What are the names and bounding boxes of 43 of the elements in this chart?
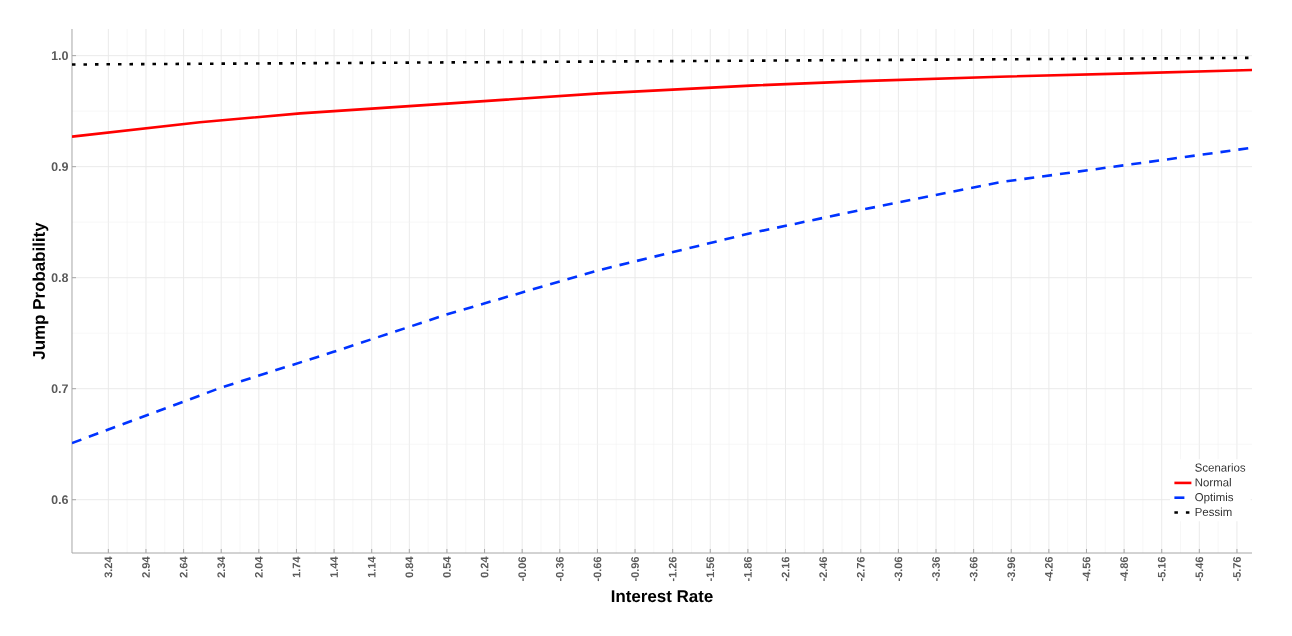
x-tick-label: -1.86 bbox=[744, 556, 752, 582]
x-tick-label: 2.64 bbox=[179, 556, 188, 578]
x-tick-label: 1.44 bbox=[330, 556, 338, 578]
x-tick-label: -0.96 bbox=[631, 556, 639, 582]
x-tick-label: -3.36 bbox=[932, 556, 940, 582]
x-tick-label: -0.06 bbox=[518, 556, 527, 582]
x-tick-label: 1.14 bbox=[367, 556, 376, 578]
x-tick-label: -3.96 bbox=[1007, 556, 1016, 582]
x-tick-label: -0.36 bbox=[555, 556, 564, 582]
x-tick-label: -3.66 bbox=[969, 556, 978, 582]
x-tick-label: -2.46 bbox=[819, 556, 828, 582]
x-tick-label: 2.94 bbox=[142, 556, 150, 578]
y-tick-label: 0.9 bbox=[51, 162, 69, 172]
y-tick-label: 0.6 bbox=[51, 495, 69, 505]
line-series bbox=[71, 68, 1253, 138]
legend-label: Normal bbox=[1195, 478, 1231, 487]
x-tick-label: -0.66 bbox=[593, 556, 602, 582]
x-tick-label: 0.84 bbox=[405, 556, 414, 578]
x-tick-label: -2.16 bbox=[781, 556, 790, 582]
x-tick-label: 1.74 bbox=[292, 556, 301, 578]
x-tick-label: 2.04 bbox=[254, 556, 263, 578]
x-tick-label: -5.46 bbox=[1195, 556, 1204, 582]
x-tick-label: -1.56 bbox=[706, 556, 715, 582]
x-tick-label: -4.56 bbox=[1082, 556, 1091, 582]
y-tick-label: 1.0 bbox=[51, 51, 68, 61]
y-axis-title: Jump Probability bbox=[32, 222, 49, 360]
x-tick-label: -2.76 bbox=[856, 556, 865, 582]
y-tick-label: 0.7 bbox=[51, 384, 68, 394]
legend-label: Pessim bbox=[1195, 507, 1232, 516]
x-axis-title: Interest Rate bbox=[611, 590, 713, 603]
x-tick-label: -5.76 bbox=[1233, 556, 1241, 582]
legend-title: Scenarios bbox=[1195, 463, 1246, 472]
x-tick-label: 0.54 bbox=[443, 556, 451, 578]
y-tick-label: 0.8 bbox=[51, 273, 69, 283]
legend-label: Optimis bbox=[1195, 492, 1234, 504]
x-tick-label: -5.16 bbox=[1157, 556, 1166, 582]
x-tick-label: -3.06 bbox=[894, 556, 903, 582]
x-tick-label: -4.86 bbox=[1120, 556, 1128, 582]
x-tick-label: 0.24 bbox=[480, 556, 489, 578]
x-tick-label: -4.26 bbox=[1044, 556, 1053, 582]
x-tick-label: -1.26 bbox=[668, 556, 677, 582]
x-tick-label: 3.24 bbox=[104, 556, 113, 578]
x-tick-label: 2.34 bbox=[217, 556, 226, 578]
